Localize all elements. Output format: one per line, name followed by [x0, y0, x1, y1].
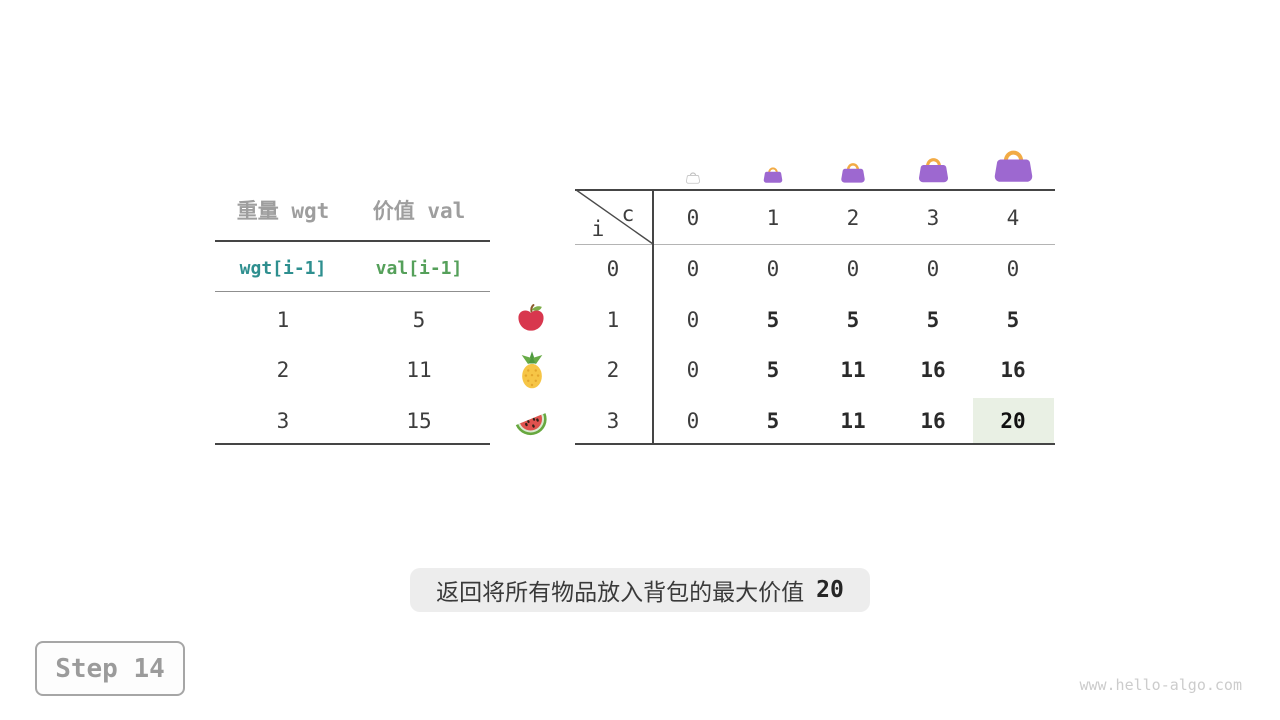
dp-cell-r3c1: 5: [766, 409, 780, 433]
dp-cell-r0c1: 0: [766, 257, 780, 281]
dp-table-vertical-rule: [652, 189, 654, 445]
dp-cell-r2c1: 5: [766, 358, 780, 382]
site-watermark: www.hello-algo.com: [1079, 676, 1242, 694]
pineapple-icon: [521, 351, 543, 389]
dp-cell-r0c2: 0: [846, 257, 860, 281]
dp-cell-r2c3: 16: [920, 358, 946, 382]
dp-cell-r2c4: 16: [1000, 358, 1026, 382]
dp-row-label-0: 0: [606, 257, 620, 281]
items-value-header: 价值 val: [372, 199, 466, 223]
item-3-value: 15: [406, 409, 432, 433]
dp-cell-r1c3: 5: [926, 308, 940, 332]
dp-table-top-rule: [575, 189, 1055, 191]
dp-cell-r0c3: 0: [926, 257, 940, 281]
highlighted-result-cell: [973, 398, 1054, 443]
items-weight-header: 重量 wgt: [236, 199, 330, 223]
step-badge: Step 14: [35, 641, 185, 696]
watermelon-icon: [515, 413, 547, 436]
items-table-top-rule: [215, 240, 490, 242]
dp-table-header-rule: [575, 244, 1055, 245]
dp-col-header-2: 2: [846, 206, 860, 230]
dp-cell-r1c2: 5: [846, 308, 860, 332]
dp-cell-r1c4: 5: [1006, 308, 1020, 332]
item-2-weight: 2: [276, 358, 290, 382]
dp-cell-r2c0: 0: [686, 358, 700, 382]
dp-col-header-4: 4: [1006, 206, 1020, 230]
bag-icon-capacity-1: [763, 167, 783, 183]
dp-col-header-1: 1: [766, 206, 780, 230]
dp-cell-r3c4-result: 20: [1000, 409, 1026, 433]
dp-col-header-0: 0: [686, 206, 700, 230]
caption-banner: 返回将所有物品放入背包的最大价值 20: [410, 568, 870, 612]
bag-icon-capacity-2: [841, 163, 865, 183]
dp-row-label-1: 1: [606, 308, 620, 332]
dp-cell-r1c0: 0: [686, 308, 700, 332]
dp-row-label-2: 2: [606, 358, 620, 382]
dp-cell-r2c2: 11: [840, 358, 866, 382]
dp-cell-r0c4: 0: [1006, 257, 1020, 281]
item-2-value: 11: [406, 358, 432, 382]
dp-cell-r3c0: 0: [686, 409, 700, 433]
dp-cell-r3c3: 16: [920, 409, 946, 433]
dp-cell-r3c2: 11: [840, 409, 866, 433]
dp-corner-diagonal: [575, 189, 654, 245]
bag-icon-capacity-4: [994, 150, 1033, 182]
items-weight-formula: wgt[i-1]: [239, 258, 327, 279]
items-value-formula: val[i-1]: [375, 258, 463, 279]
items-table-mid-rule: [215, 291, 490, 292]
dp-corner-row-var: i: [591, 217, 605, 241]
step-badge-label: Step 14: [55, 653, 165, 684]
item-3-weight: 3: [276, 409, 290, 433]
item-1-value: 5: [412, 308, 426, 332]
dp-table-bottom-rule: [575, 443, 1055, 445]
apple-icon: [518, 304, 544, 331]
caption-text: 返回将所有物品放入背包的最大价值: [436, 579, 805, 605]
dp-cell-r1c1: 5: [766, 308, 780, 332]
item-1-weight: 1: [276, 308, 290, 332]
caption-value: 20: [816, 577, 844, 603]
items-table-bottom-rule: [215, 443, 490, 445]
dp-row-label-3: 3: [606, 409, 620, 433]
bag-icon-capacity-3: [918, 158, 949, 183]
dp-corner-col-var: c: [621, 202, 635, 226]
dp-cell-r0c0: 0: [686, 257, 700, 281]
dp-col-header-3: 3: [926, 206, 940, 230]
bag-icon-capacity-0: [686, 172, 700, 184]
